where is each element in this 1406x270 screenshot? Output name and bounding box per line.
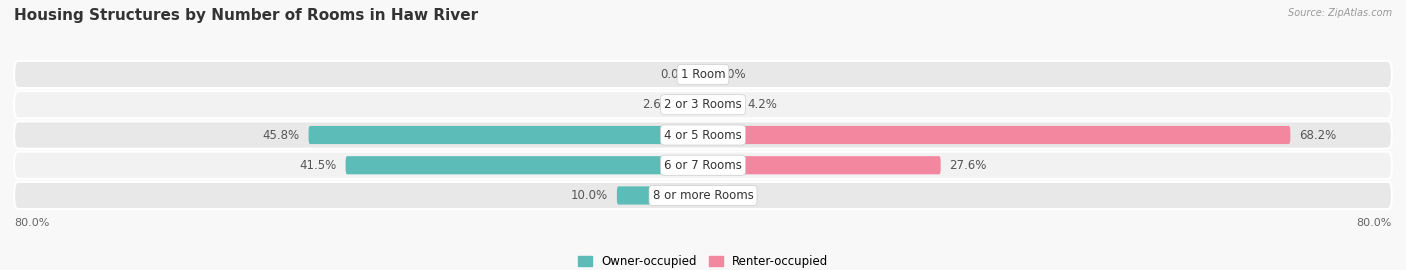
Text: Housing Structures by Number of Rooms in Haw River: Housing Structures by Number of Rooms in… (14, 8, 478, 23)
FancyBboxPatch shape (14, 91, 1392, 118)
Text: 4 or 5 Rooms: 4 or 5 Rooms (664, 129, 742, 141)
Text: 1 Room: 1 Room (681, 68, 725, 81)
FancyBboxPatch shape (14, 182, 1392, 209)
FancyBboxPatch shape (346, 156, 703, 174)
Text: 6 or 7 Rooms: 6 or 7 Rooms (664, 159, 742, 172)
Text: 68.2%: 68.2% (1299, 129, 1336, 141)
FancyBboxPatch shape (703, 126, 1291, 144)
Text: 41.5%: 41.5% (299, 159, 337, 172)
Legend: Owner-occupied, Renter-occupied: Owner-occupied, Renter-occupied (572, 250, 834, 270)
Text: 8 or more Rooms: 8 or more Rooms (652, 189, 754, 202)
Text: 27.6%: 27.6% (949, 159, 987, 172)
Text: 80.0%: 80.0% (1357, 218, 1392, 228)
FancyBboxPatch shape (681, 96, 703, 114)
FancyBboxPatch shape (703, 156, 941, 174)
Text: Source: ZipAtlas.com: Source: ZipAtlas.com (1288, 8, 1392, 18)
FancyBboxPatch shape (617, 186, 703, 205)
Text: 0.0%: 0.0% (661, 68, 690, 81)
Text: 0.0%: 0.0% (716, 189, 745, 202)
FancyBboxPatch shape (14, 122, 1392, 148)
Text: 2 or 3 Rooms: 2 or 3 Rooms (664, 98, 742, 111)
FancyBboxPatch shape (14, 152, 1392, 179)
Text: 0.0%: 0.0% (716, 68, 745, 81)
Text: 45.8%: 45.8% (263, 129, 299, 141)
Text: 80.0%: 80.0% (14, 218, 49, 228)
FancyBboxPatch shape (14, 61, 1392, 88)
FancyBboxPatch shape (703, 96, 740, 114)
FancyBboxPatch shape (308, 126, 703, 144)
Text: 10.0%: 10.0% (571, 189, 609, 202)
Text: 4.2%: 4.2% (748, 98, 778, 111)
Text: 2.6%: 2.6% (643, 98, 672, 111)
